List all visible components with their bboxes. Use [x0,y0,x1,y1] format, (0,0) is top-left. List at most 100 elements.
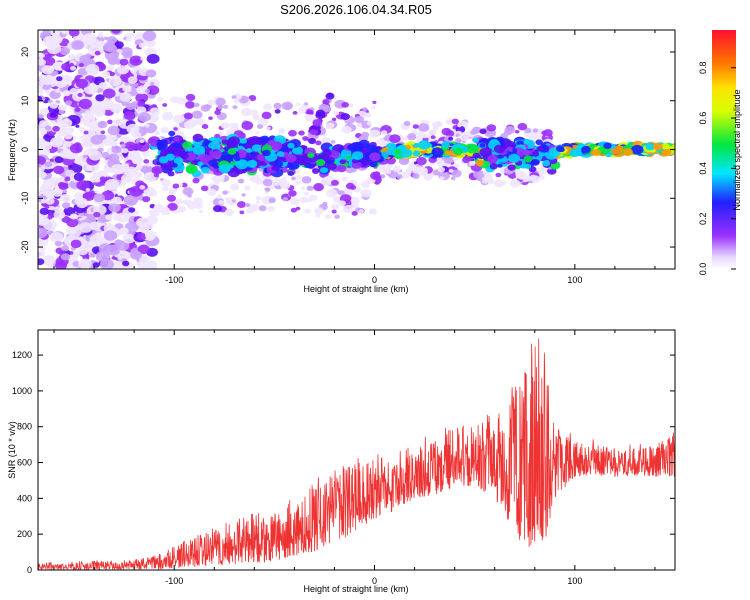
spectrogram-noise-blob [53,165,65,175]
spectrogram-ridge-blob [248,136,262,146]
spectrogram-heatmap [38,30,675,269]
spectrogram-noise-blob [132,160,138,164]
spectrogram-noise-blob [109,201,114,205]
spectrogram-noise-blob [146,215,159,225]
spectrogram-noise-blob [136,261,143,267]
spectrogram-ridge-blob [393,149,402,156]
spectrogram-noise-blob [129,32,136,37]
spectrogram-noise-blob [372,100,377,104]
spectrogram-noise-blob [117,65,130,75]
spectrogram-noise-blob [538,171,544,175]
spectrogram-noise-blob [494,179,505,188]
snr-plot-area [38,330,675,570]
spectrogram-ytick-label: 10 [20,96,30,106]
spectrogram-ridge-blob [508,153,521,163]
spectrogram-ridge-blob [276,151,285,158]
spectrogram-noise-blob [111,256,117,260]
spectrogram-noise-blob [191,110,203,119]
spectrogram-noise-blob [517,122,528,131]
spectrogram-noise-blob [77,67,89,76]
spectrogram-noise-blob [233,98,240,104]
spectrogram-noise-blob [306,185,314,191]
spectrogram-noise-blob [93,211,101,218]
spectrogram-ridge-blob [661,143,670,150]
spectrogram-ridge-blob [212,150,221,157]
spectrogram-ridge-blob [497,163,503,168]
spectrogram-noise-blob [137,100,146,107]
spectrogram-noise-blob [85,64,100,75]
spectrogram-noise-blob [457,124,462,128]
spectrogram-ridge-blob [173,157,184,165]
spectrogram-noise-blob [241,96,246,101]
spectrogram-noise-blob [122,51,133,59]
spectrogram-noise-blob [295,174,303,181]
spectrogram-noise-blob [38,145,42,152]
spectrogram-noise-blob [153,130,161,136]
spectrogram-noise-blob [244,185,251,191]
spectrogram-noise-blob [418,123,430,132]
spectrogram-noise-blob [354,115,365,124]
spectrogram-noise-blob [98,243,112,254]
spectrogram-noise-blob [412,124,419,129]
spectrogram-noise-blob [110,163,125,175]
spectrogram-ridge-blob [307,152,315,159]
spectrogram-noise-blob [291,176,297,181]
spectrogram-noise-blob [173,127,178,131]
spectrogram-ridge-blob [311,168,320,174]
spectrogram-noise-blob [313,182,324,192]
spectrogram-noise-blob [330,140,336,144]
snr-line [38,338,675,570]
spectrogram-noise-blob [369,129,381,138]
spectrogram-noise-blob [121,148,129,154]
spectrogram-noise-blob [214,180,220,185]
spectrogram-noise-blob [315,140,322,146]
spectrogram-noise-blob [98,82,108,89]
spectrogram-noise-blob [431,122,438,127]
spectrogram-noise-blob [216,194,222,199]
spectrogram-ridge-blob [240,138,248,144]
spectrogram-noise-blob [134,171,143,179]
spectrogram-noise-blob [183,112,193,120]
spectrogram-streak-blob [321,105,332,113]
spectrogram-noise-blob [255,196,262,201]
spectrogram-noise-blob [222,190,228,195]
spectrogram-noise-blob [144,89,151,94]
spectrogram-noise-blob [241,120,254,130]
spectrogram-ridge-blob [413,143,420,148]
spectrogram-noise-blob [59,193,72,203]
colorbar: 0.0 0.2 0.4 0.6 0.8 Normalized spectral ampl… [698,30,742,275]
spectrogram-noise-blob [39,107,50,115]
spectrogram-noise-blob [181,182,188,188]
spectrogram-noise-blob [181,97,188,103]
spectrogram-noise-blob [139,139,145,144]
spectrogram-noise-blob [161,178,171,187]
spectrogram-noise-blob [325,188,338,198]
spectrogram-noise-blob [107,141,113,146]
spectrogram-ridge-blob [521,149,531,156]
spectrogram-noise-blob [256,200,261,204]
spectrogram-noise-blob [369,208,377,215]
snr-ytick-label: 800 [17,422,32,432]
spectrogram-noise-blob [38,227,48,239]
spectrogram-noise-blob [267,206,275,212]
spectrogram-noise-blob [59,125,64,129]
spectrogram-noise-blob [81,116,90,124]
spectrogram-noise-blob [304,208,311,214]
spectrogram-noise-blob [88,213,94,218]
spectrogram-noise-blob [249,203,260,212]
snr-xtick-label: 100 [567,576,582,586]
spectrogram-noise-blob [231,199,236,203]
spectrogram-noise-blob [128,207,136,213]
spectrogram-ridge-blob [315,159,326,167]
spectrogram-noise-blob [108,76,122,87]
spectrogram-ridge-blob [453,147,464,156]
spectrogram-noise-blob [56,118,63,123]
spectrogram-noise-blob [59,46,71,56]
spectrogram-ridge-blob [227,148,237,155]
spectrogram-noise-blob [543,129,553,137]
spectrogram-noise-blob [350,196,360,205]
snr-ytick-label: 600 [17,458,32,468]
spectrogram-noise-blob [371,105,376,110]
spectrogram-ridge-blob [200,166,210,174]
